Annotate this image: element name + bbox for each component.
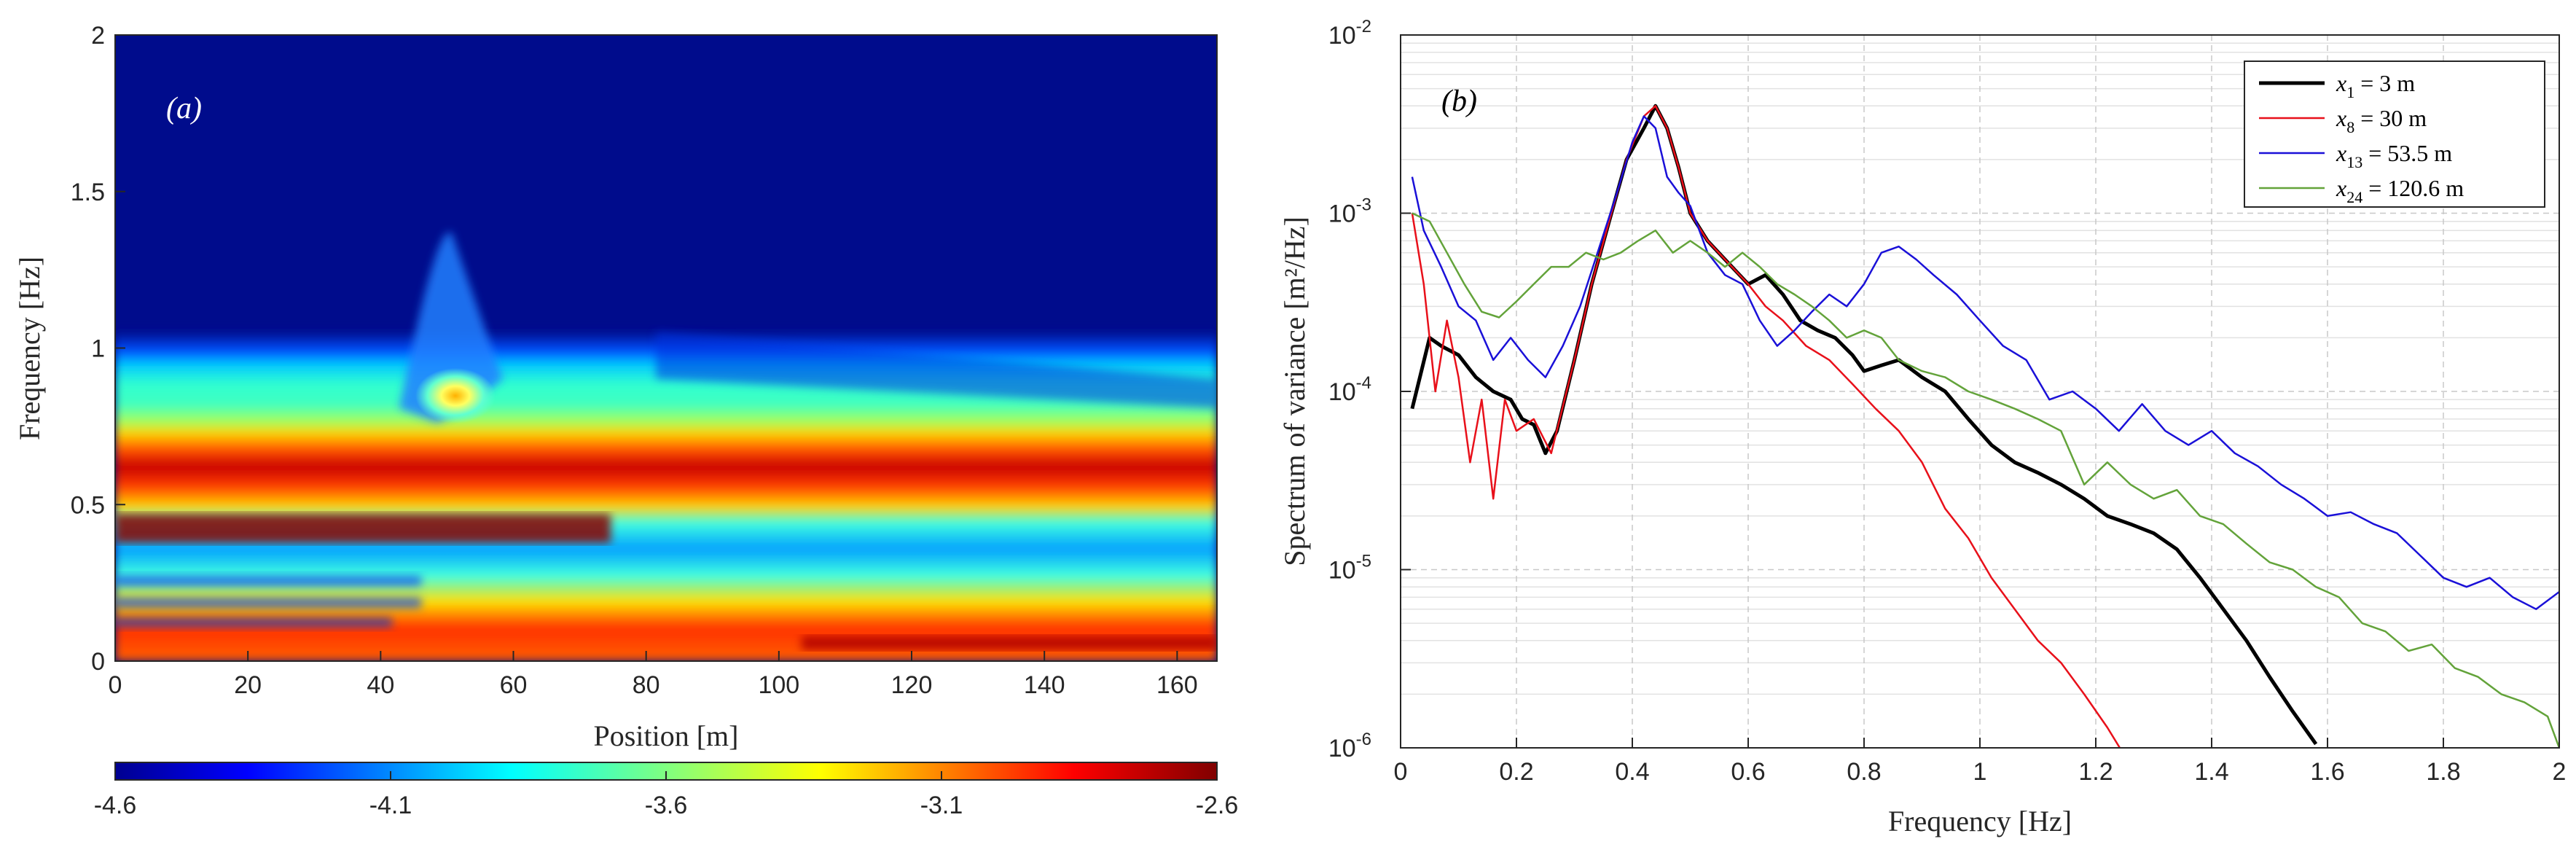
spectrum-x-tick-label: 1.4 bbox=[2194, 758, 2228, 786]
heatmap-x-tick-label: 120 bbox=[891, 671, 933, 699]
spectrum-y-tick-base: 10 bbox=[1328, 557, 1356, 585]
legend-box bbox=[2244, 60, 2545, 208]
legend-value: = 53.5 m bbox=[2368, 140, 2452, 166]
series-line-3 bbox=[1411, 115, 2559, 610]
spectrum-y-tick-base: 10 bbox=[1328, 22, 1356, 50]
spectrum-y-label: Spectrum of variance [m²/Hz] bbox=[1278, 216, 1311, 566]
legend-subscript: 13 bbox=[2346, 153, 2362, 171]
spectrum-x-axis: 0 0.2 0.4 0.6 0.8 1 1.2 1.4 1.6 1.8 2 bbox=[1394, 738, 2567, 786]
spectrum-y-tick-exp: -4 bbox=[1356, 373, 1371, 393]
legend-subscript: 1 bbox=[2346, 83, 2354, 101]
colorbar-tick-label: -2.6 bbox=[1196, 792, 1239, 819]
heatmap-y-tick-label: 0 bbox=[91, 648, 105, 676]
heatmap-spike-core bbox=[415, 368, 496, 423]
legend-label: x1 = 3 m bbox=[2336, 70, 2415, 101]
colorbar-tick-label: -4.6 bbox=[94, 792, 137, 819]
spectrum-y-tick-label: 10-3 bbox=[1328, 195, 1371, 228]
heatmap-x-tick-label: 60 bbox=[500, 671, 528, 699]
spectrum-x-label: Frequency [Hz] bbox=[1888, 805, 2072, 837]
spectrum-x-tick-label: 1.6 bbox=[2310, 758, 2344, 786]
spectrum-y-tick-label: 10-4 bbox=[1328, 373, 1371, 406]
heatmap-panel: (a) 0 20 40 60 80 100 120 140 160 0 0.5 1 1.5 2 Posi… bbox=[13, 22, 1238, 819]
legend-value: = 30 m bbox=[2360, 105, 2427, 131]
panel-b-label: (b) bbox=[1441, 85, 1477, 118]
spectrum-x-tick-label: 0.8 bbox=[1847, 758, 1881, 786]
heatmap-harmonic-fade bbox=[656, 332, 1217, 408]
heatmap-y-axis: 0 0.5 1 1.5 2 bbox=[71, 22, 125, 676]
legend-value: = 120.6 m bbox=[2368, 175, 2464, 201]
heatmap-x-tick-label: 100 bbox=[758, 671, 799, 699]
colorbar-tick-label: -3.6 bbox=[645, 792, 688, 819]
spectrum-y-tick-exp: -3 bbox=[1356, 195, 1371, 215]
spectrum-y-tick-base: 10 bbox=[1328, 735, 1356, 762]
spectrum-y-tick-exp: -6 bbox=[1356, 730, 1371, 749]
spectrum-y-tick-exp: -5 bbox=[1356, 552, 1371, 571]
heatmap-y-tick-label: 1 bbox=[91, 335, 105, 363]
spectrum-y-axis: 10-610-510-410-310-2 bbox=[1328, 17, 1411, 762]
legend-value: = 3 m bbox=[2360, 70, 2415, 96]
spectrum-y-tick-base: 10 bbox=[1328, 200, 1356, 228]
series-line-4 bbox=[1412, 212, 2559, 748]
heatmap-low-band bbox=[802, 636, 1217, 650]
heatmap-plot-area bbox=[115, 35, 1217, 661]
spectrum-x-tick-label: 1.8 bbox=[2426, 758, 2460, 786]
heatmap-x-tick-label: 0 bbox=[109, 671, 122, 699]
spectrum-y-tick-exp: -2 bbox=[1356, 17, 1371, 36]
heatmap-x-tick-label: 160 bbox=[1156, 671, 1198, 699]
spectrum-x-tick-label: 0.6 bbox=[1731, 758, 1765, 786]
spectrum-y-tick-label: 10-6 bbox=[1328, 730, 1371, 762]
spectrum-x-tick-label: 0.2 bbox=[1499, 758, 1533, 786]
spectrum-x-tick-label: 0.4 bbox=[1615, 758, 1649, 786]
spectrum-x-tick-label: 1.2 bbox=[2078, 758, 2113, 786]
series-line-1 bbox=[1410, 104, 2318, 746]
panel-a-label: (a) bbox=[166, 92, 202, 125]
legend-label: x8 = 30 m bbox=[2336, 105, 2427, 136]
legend-subscript: 8 bbox=[2346, 118, 2354, 136]
colorbar-tick-label: -4.1 bbox=[369, 792, 412, 819]
legend-symbol: x bbox=[2336, 140, 2346, 166]
legend-symbol: x bbox=[2336, 70, 2346, 96]
legend-label: x24 = 120.6 m bbox=[2336, 175, 2464, 206]
spectrum-x-tick-label: 1 bbox=[1973, 758, 1987, 786]
legend-subscript: 24 bbox=[2346, 188, 2362, 206]
colorbar-ticks: -4.6 -4.1 -3.6 -3.1 -2.6 bbox=[94, 771, 1239, 819]
heatmap-y-tick-label: 0.5 bbox=[71, 491, 105, 519]
heatmap-x-label: Position [m] bbox=[594, 719, 739, 752]
heatmap-x-axis: 0 20 40 60 80 100 120 140 160 bbox=[109, 651, 1198, 699]
heatmap-x-tick-label: 40 bbox=[367, 671, 394, 699]
legend-symbol: x bbox=[2336, 175, 2346, 201]
heatmap-x-tick-label: 20 bbox=[234, 671, 262, 699]
spectrum-x-tick-label: 2 bbox=[2553, 758, 2567, 786]
spectrum-series bbox=[1410, 104, 2559, 748]
spectrum-y-tick-label: 10-5 bbox=[1328, 552, 1371, 585]
heatmap-low-fringes bbox=[115, 576, 421, 627]
legend-symbol: x bbox=[2336, 105, 2346, 131]
heatmap-x-tick-label: 80 bbox=[633, 671, 660, 699]
spectrum-panel: (b) 0 0.2 0.4 0.6 0.8 1 1.2 1.4 1.6 1.8 2 10-610-5… bbox=[1278, 17, 2566, 837]
heatmap-x-tick-label: 140 bbox=[1024, 671, 1065, 699]
spectrum-x-tick-label: 0 bbox=[1394, 758, 1408, 786]
heatmap-peak-core bbox=[115, 514, 611, 543]
heatmap-y-tick-label: 1.5 bbox=[71, 179, 105, 206]
heatmap-y-tick-label: 2 bbox=[91, 22, 105, 50]
spectrum-y-tick-label: 10-2 bbox=[1328, 17, 1371, 50]
spectrum-y-tick-base: 10 bbox=[1328, 378, 1356, 406]
colorbar-tick-label: -3.1 bbox=[920, 792, 963, 819]
heatmap-y-label: Frequency [Hz] bbox=[13, 257, 46, 440]
legend-label: x13 = 53.5 m bbox=[2336, 140, 2452, 171]
series-line-2 bbox=[1411, 105, 2121, 748]
